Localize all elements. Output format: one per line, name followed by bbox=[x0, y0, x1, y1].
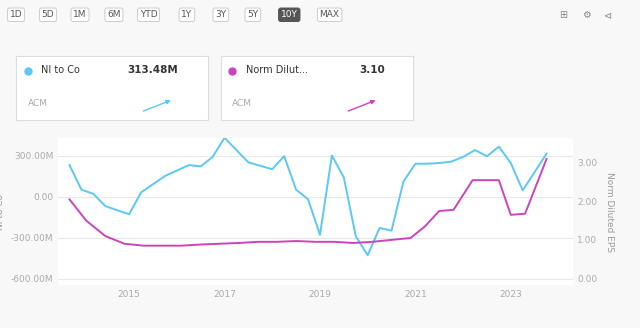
Text: 1M: 1M bbox=[73, 10, 87, 19]
Y-axis label: Norm Diluted EPS: Norm Diluted EPS bbox=[605, 172, 614, 252]
Text: 1Y: 1Y bbox=[181, 10, 193, 19]
Text: ⊞: ⊞ bbox=[559, 10, 567, 20]
Text: 1D: 1D bbox=[10, 10, 22, 19]
Text: 6M: 6M bbox=[107, 10, 121, 19]
Y-axis label: NI to Co: NI to Co bbox=[0, 194, 5, 230]
Text: ACM: ACM bbox=[28, 99, 47, 108]
Text: ⊲: ⊲ bbox=[604, 10, 612, 20]
Text: MAX: MAX bbox=[319, 10, 340, 19]
Text: 3.10: 3.10 bbox=[359, 65, 385, 75]
Text: YTD: YTD bbox=[140, 10, 157, 19]
Text: 313.48M: 313.48M bbox=[127, 65, 178, 75]
Text: 10Y: 10Y bbox=[281, 10, 298, 19]
Text: 5D: 5D bbox=[42, 10, 54, 19]
Text: Norm Dilut...: Norm Dilut... bbox=[246, 65, 308, 75]
Text: 5Y: 5Y bbox=[247, 10, 259, 19]
Text: ACM: ACM bbox=[232, 99, 252, 108]
Text: NI to Co: NI to Co bbox=[41, 65, 80, 75]
Text: 3Y: 3Y bbox=[215, 10, 227, 19]
Text: ⚙: ⚙ bbox=[582, 10, 591, 20]
